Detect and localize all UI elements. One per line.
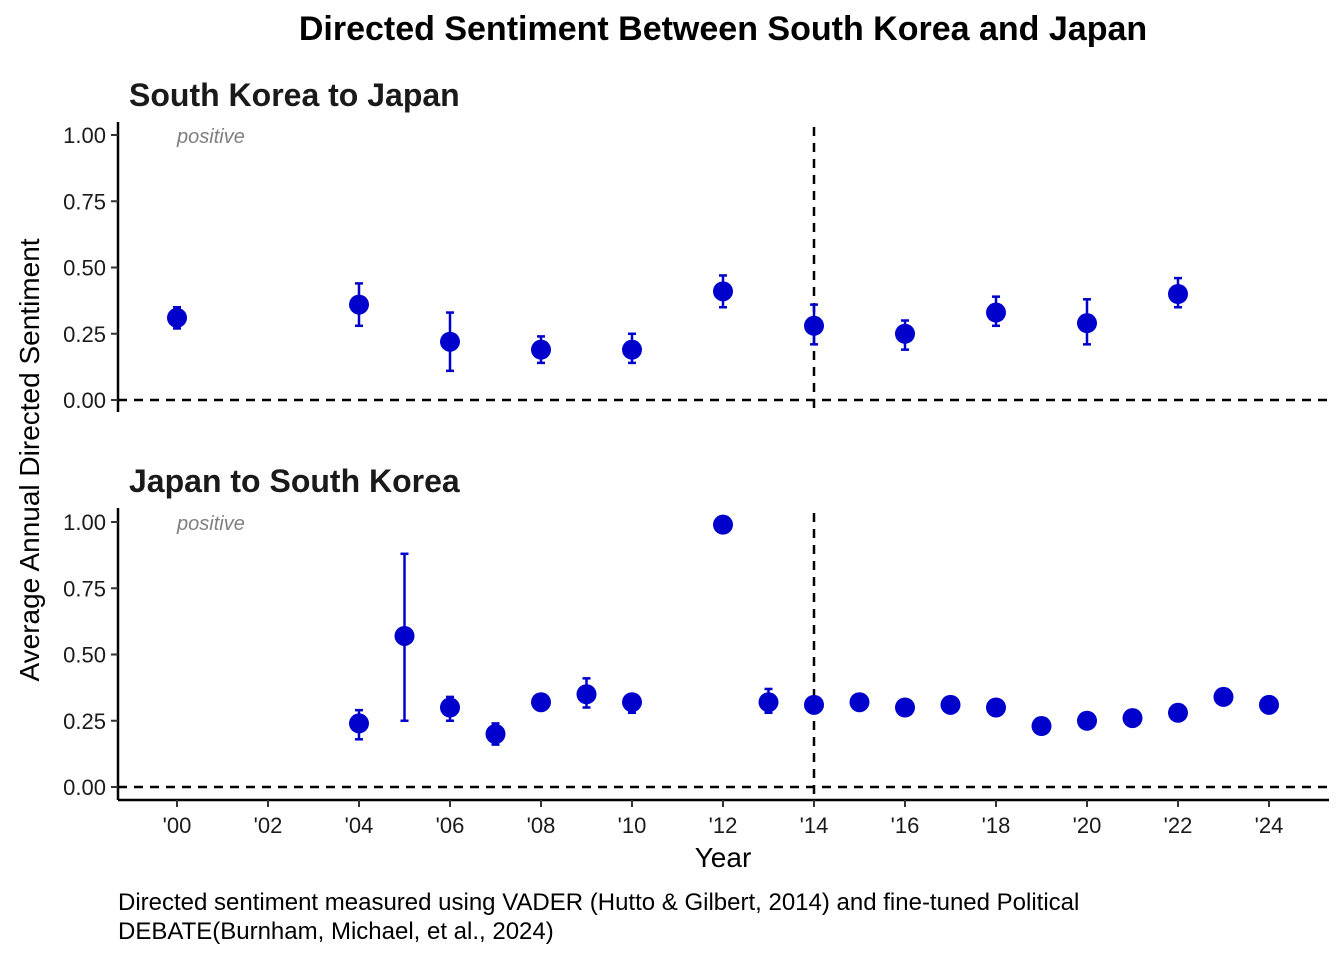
panel-japan-to-south-korea: Japan to South Korea positive 0.00 0.25 0.50… (63, 463, 1329, 838)
data-point-2017 (940, 694, 961, 715)
x-tick-label: '06 (436, 813, 465, 838)
data-point-2014 (804, 303, 824, 346)
y-tick-label: 0.25 (63, 709, 106, 734)
data-point-2006 (440, 311, 460, 373)
positive-annotation: positive (176, 126, 245, 148)
data-point-marker (713, 281, 733, 302)
data-point-2005 (394, 552, 415, 722)
data-point-marker (713, 514, 733, 535)
data-point-marker (622, 339, 642, 360)
positive-annotation: positive (176, 513, 245, 535)
data-point-2014 (804, 694, 824, 715)
data-point-2012 (713, 514, 733, 535)
data-point-marker (1122, 708, 1143, 729)
data-point-marker (440, 331, 460, 352)
data-point-marker (758, 692, 779, 713)
data-point-2012 (713, 274, 733, 309)
x-tick-label: '24 (1255, 813, 1284, 838)
data-point-2018 (986, 295, 1006, 328)
data-point-marker (622, 692, 642, 713)
data-point-marker (849, 692, 870, 713)
data-point-2008 (531, 335, 551, 365)
data-point-marker (940, 694, 961, 715)
y-tick-label: 1.00 (63, 123, 106, 148)
y-tick-label: 0.75 (63, 576, 106, 601)
y-tick-label: 0.75 (63, 189, 106, 214)
data-point-2016 (895, 697, 915, 718)
data-point-2008 (531, 692, 551, 713)
data-point-marker (349, 713, 369, 734)
data-point-marker (804, 315, 824, 336)
data-point-2023 (1213, 686, 1234, 707)
data-point-marker (576, 684, 597, 705)
y-tick-label: 0.00 (63, 775, 106, 800)
data-point-2004 (349, 708, 369, 741)
data-point-marker (986, 697, 1006, 718)
data-point-2006 (440, 695, 460, 722)
chart-title: Directed Sentiment Between South Korea a… (299, 10, 1147, 48)
panel-title: Japan to South Korea (129, 463, 460, 499)
data-point-marker (531, 692, 551, 713)
x-tick-label: '02 (254, 813, 283, 838)
data-point-2007 (485, 722, 506, 746)
x-tick-label: '10 (618, 813, 647, 838)
x-tick-label: '18 (982, 813, 1011, 838)
data-point-marker (1259, 694, 1279, 715)
data-point-2015 (849, 692, 870, 713)
data-point-2016 (895, 319, 915, 351)
data-point-2020 (1077, 710, 1097, 731)
panel-title: South Korea to Japan (129, 77, 460, 113)
data-point-marker (1213, 686, 1234, 707)
x-tick-label: '00 (163, 813, 192, 838)
data-point-2022 (1168, 702, 1188, 723)
x-axis-title: Year (695, 842, 752, 873)
data-point-marker (1077, 313, 1097, 334)
panel-south-korea-to-japan: South Korea to Japan positive 0.00 0.25 0.50… (63, 77, 1329, 413)
data-point-marker (531, 339, 551, 360)
data-point-marker (804, 694, 824, 715)
x-tick-label: '04 (345, 813, 374, 838)
x-tick-label: '12 (709, 813, 738, 838)
y-tick-label: 0.50 (63, 643, 106, 668)
data-point-marker (167, 307, 187, 328)
y-tick-label: 0.50 (63, 256, 106, 281)
data-point-2021 (1122, 708, 1143, 729)
x-tick-label: '14 (800, 813, 829, 838)
data-point-2022 (1168, 276, 1188, 309)
data-point-2024 (1259, 694, 1279, 715)
data-point-marker (440, 697, 460, 718)
data-point-2018 (986, 697, 1006, 718)
x-tick-label: '20 (1073, 813, 1102, 838)
caption-line-2: DEBATE(Burnham, Michael, et al., 2024) (118, 918, 554, 945)
data-point-2020 (1077, 298, 1097, 346)
y-tick-label: 0.00 (63, 388, 106, 413)
data-point-marker (1168, 284, 1188, 304)
data-point-marker (394, 625, 415, 646)
data-point-marker (349, 294, 369, 315)
x-tick-label: '16 (891, 813, 920, 838)
data-point-2010 (622, 692, 642, 715)
data-point-marker (1031, 716, 1052, 737)
data-point-marker (895, 697, 915, 718)
data-point-marker (895, 323, 915, 344)
y-axis-title: Average Annual Directed Sentiment (14, 238, 45, 681)
x-tick-label: '08 (527, 813, 556, 838)
data-point-marker (1077, 710, 1097, 731)
data-point-marker (986, 302, 1006, 323)
data-point-2000 (167, 306, 187, 330)
x-tick-label: '22 (1164, 813, 1193, 838)
data-point-2019 (1031, 716, 1052, 737)
data-point-2013 (758, 687, 779, 715)
data-point-marker (1168, 702, 1188, 723)
data-point-2010 (622, 332, 642, 365)
y-tick-label: 0.25 (63, 322, 106, 347)
data-point-marker (485, 724, 506, 744)
data-point-2009 (576, 677, 597, 709)
data-point-2004 (349, 282, 369, 328)
y-tick-label: 1.00 (63, 510, 106, 535)
caption-line-1: Directed sentiment measured using VADER … (118, 889, 1079, 916)
